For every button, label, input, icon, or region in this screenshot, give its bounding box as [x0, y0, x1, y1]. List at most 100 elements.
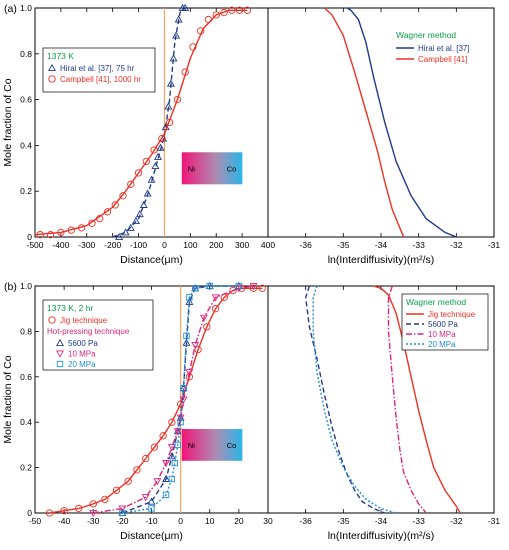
legend-entry: Campbell [41]	[418, 55, 467, 64]
data-point	[181, 68, 189, 76]
data-point	[112, 486, 121, 494]
data-point	[115, 232, 124, 241]
data-point	[119, 509, 126, 517]
x-axis-label: ln(Interdiffusivity)(m²/s)	[328, 254, 435, 266]
data-point	[48, 316, 56, 324]
x-tick-label: -34	[375, 240, 388, 250]
data-point	[124, 477, 132, 485]
y-tick-label: 1.0	[20, 281, 32, 291]
data-point	[162, 491, 170, 499]
x-tick-label: -200	[104, 240, 121, 250]
x-tick-label: -40	[58, 516, 71, 526]
y-tick-label: 1.0	[20, 3, 32, 13]
data-point	[235, 282, 243, 290]
data-point	[154, 152, 162, 160]
x-tick-label: 0	[162, 240, 167, 250]
data-point	[192, 285, 199, 292]
data-point	[119, 192, 127, 200]
data-point	[153, 478, 162, 486]
inset-label-ni: Ni	[188, 441, 195, 450]
data-point	[151, 161, 160, 170]
data-point	[162, 474, 171, 482]
x-tick-label: -32	[450, 516, 463, 526]
data-point	[142, 454, 150, 463]
x-tick-label: 30	[263, 516, 273, 526]
legend-entry: 10 MPa	[68, 350, 96, 359]
y-tick-label: 0.8	[20, 49, 32, 59]
legend-entry: 20 MPa	[428, 340, 456, 349]
x-tick-label: -35	[337, 516, 350, 526]
plot-frame	[34, 7, 269, 238]
x-tick-label: -50	[29, 516, 42, 526]
y-tick-label: 0.8	[20, 326, 32, 336]
data-point	[45, 509, 54, 517]
data-point	[56, 338, 64, 347]
data-point	[118, 505, 127, 513]
data-point	[181, 3, 190, 12]
data-point	[132, 216, 140, 224]
data-point	[177, 419, 184, 426]
data-point	[211, 305, 220, 313]
ni-co-inset	[181, 152, 243, 185]
data-point	[67, 226, 75, 234]
x-tick-label: -32	[450, 240, 463, 250]
data-point	[57, 228, 65, 237]
data-point	[179, 396, 188, 404]
series-line	[373, 285, 461, 514]
data-point	[135, 209, 144, 218]
legend-title: 1373 K	[47, 51, 74, 61]
data-point	[139, 200, 148, 208]
data-point	[150, 146, 158, 154]
data-point	[199, 314, 208, 322]
legend-entry: 20 MPa	[68, 360, 96, 369]
legend-box	[42, 299, 154, 371]
data-point	[142, 157, 150, 166]
x-tick-label: -33	[413, 240, 426, 250]
data-point	[126, 223, 135, 231]
data-point	[56, 350, 64, 358]
data-point	[103, 208, 112, 216]
y-tick-label: 0.6	[20, 95, 32, 105]
data-point	[165, 118, 174, 127]
x-tick-label: -20	[116, 516, 129, 526]
data-point	[96, 215, 104, 223]
legend-title: Wagner method	[396, 30, 456, 40]
data-point	[158, 134, 166, 143]
data-point	[88, 219, 96, 227]
fit-line	[122, 285, 239, 514]
data-point	[46, 231, 55, 239]
legend-entry: Jig technique	[60, 316, 108, 325]
chart-b-left: -50 -40 -30 -20 -10 0 10 20 30 0 0.2 0.4 0.6 0.8 1.0 Di…	[2, 281, 273, 542]
data-point	[249, 282, 258, 291]
y-axis-label: Mole fraction of Co	[2, 78, 14, 166]
legend-box	[42, 47, 156, 93]
y-tick-label: 0	[27, 232, 32, 242]
x-tick-label: 100	[183, 240, 197, 250]
data-point	[147, 175, 156, 183]
data-point	[36, 231, 44, 239]
data-point	[212, 11, 220, 19]
data-point	[258, 284, 266, 292]
series-line	[304, 285, 386, 514]
data-point	[56, 360, 64, 368]
y-tick-label: 0.4	[20, 140, 32, 150]
data-point	[204, 15, 213, 24]
data-point	[183, 332, 190, 340]
x-tick-label: -300	[78, 240, 95, 250]
data-point	[173, 428, 182, 436]
data-point	[147, 497, 156, 505]
legend-entry: 5600 Pa	[428, 320, 458, 329]
legend-box	[401, 293, 489, 351]
data-point	[150, 443, 159, 451]
panel-label: (a)	[4, 3, 17, 15]
x-axis-label: Distance(μm)	[120, 254, 183, 266]
x-tick-label: 20	[234, 516, 244, 526]
data-point	[174, 441, 181, 449]
data-point	[211, 294, 220, 302]
x-tick-label: 0	[178, 516, 183, 526]
data-point	[111, 201, 119, 209]
data-point	[127, 180, 135, 188]
legend-title: Wagner method	[406, 297, 466, 307]
data-point	[48, 63, 56, 72]
